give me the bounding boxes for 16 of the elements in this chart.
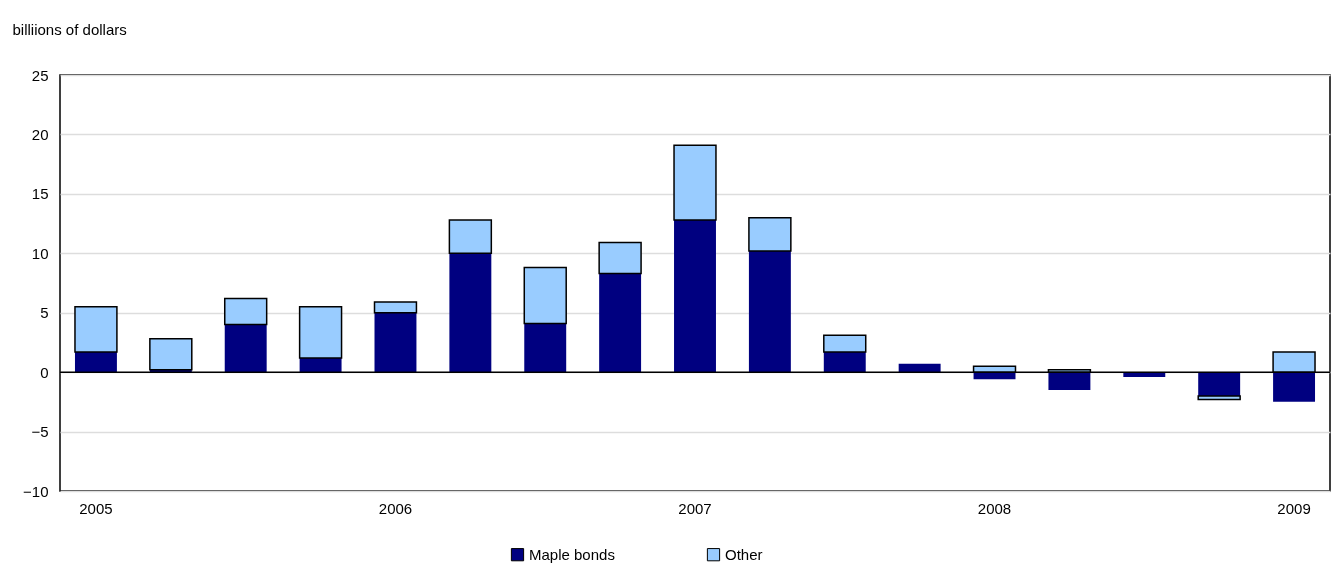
- x-tick-label: 2009: [1277, 499, 1311, 517]
- y-tick-label: 0: [40, 363, 49, 381]
- y-tick-label: 5: [40, 304, 49, 322]
- legend-label: Maple bonds: [529, 545, 615, 563]
- legend-label: Other: [725, 545, 763, 563]
- x-tick-label: 2008: [977, 499, 1012, 517]
- y-axis-title: billiions of dollars: [12, 20, 127, 38]
- y-tick-label: −10: [23, 482, 49, 500]
- y-tick-label: 25: [31, 66, 49, 84]
- y-tick-label: 20: [31, 125, 49, 143]
- y-tick-label: −5: [31, 423, 49, 441]
- x-tick-label: 2006: [378, 499, 413, 517]
- y-tick-label: 10: [31, 244, 49, 262]
- x-tick-label: 2007: [678, 499, 712, 517]
- x-tick-label: 2005: [79, 499, 113, 517]
- y-tick-label: 15: [31, 185, 49, 203]
